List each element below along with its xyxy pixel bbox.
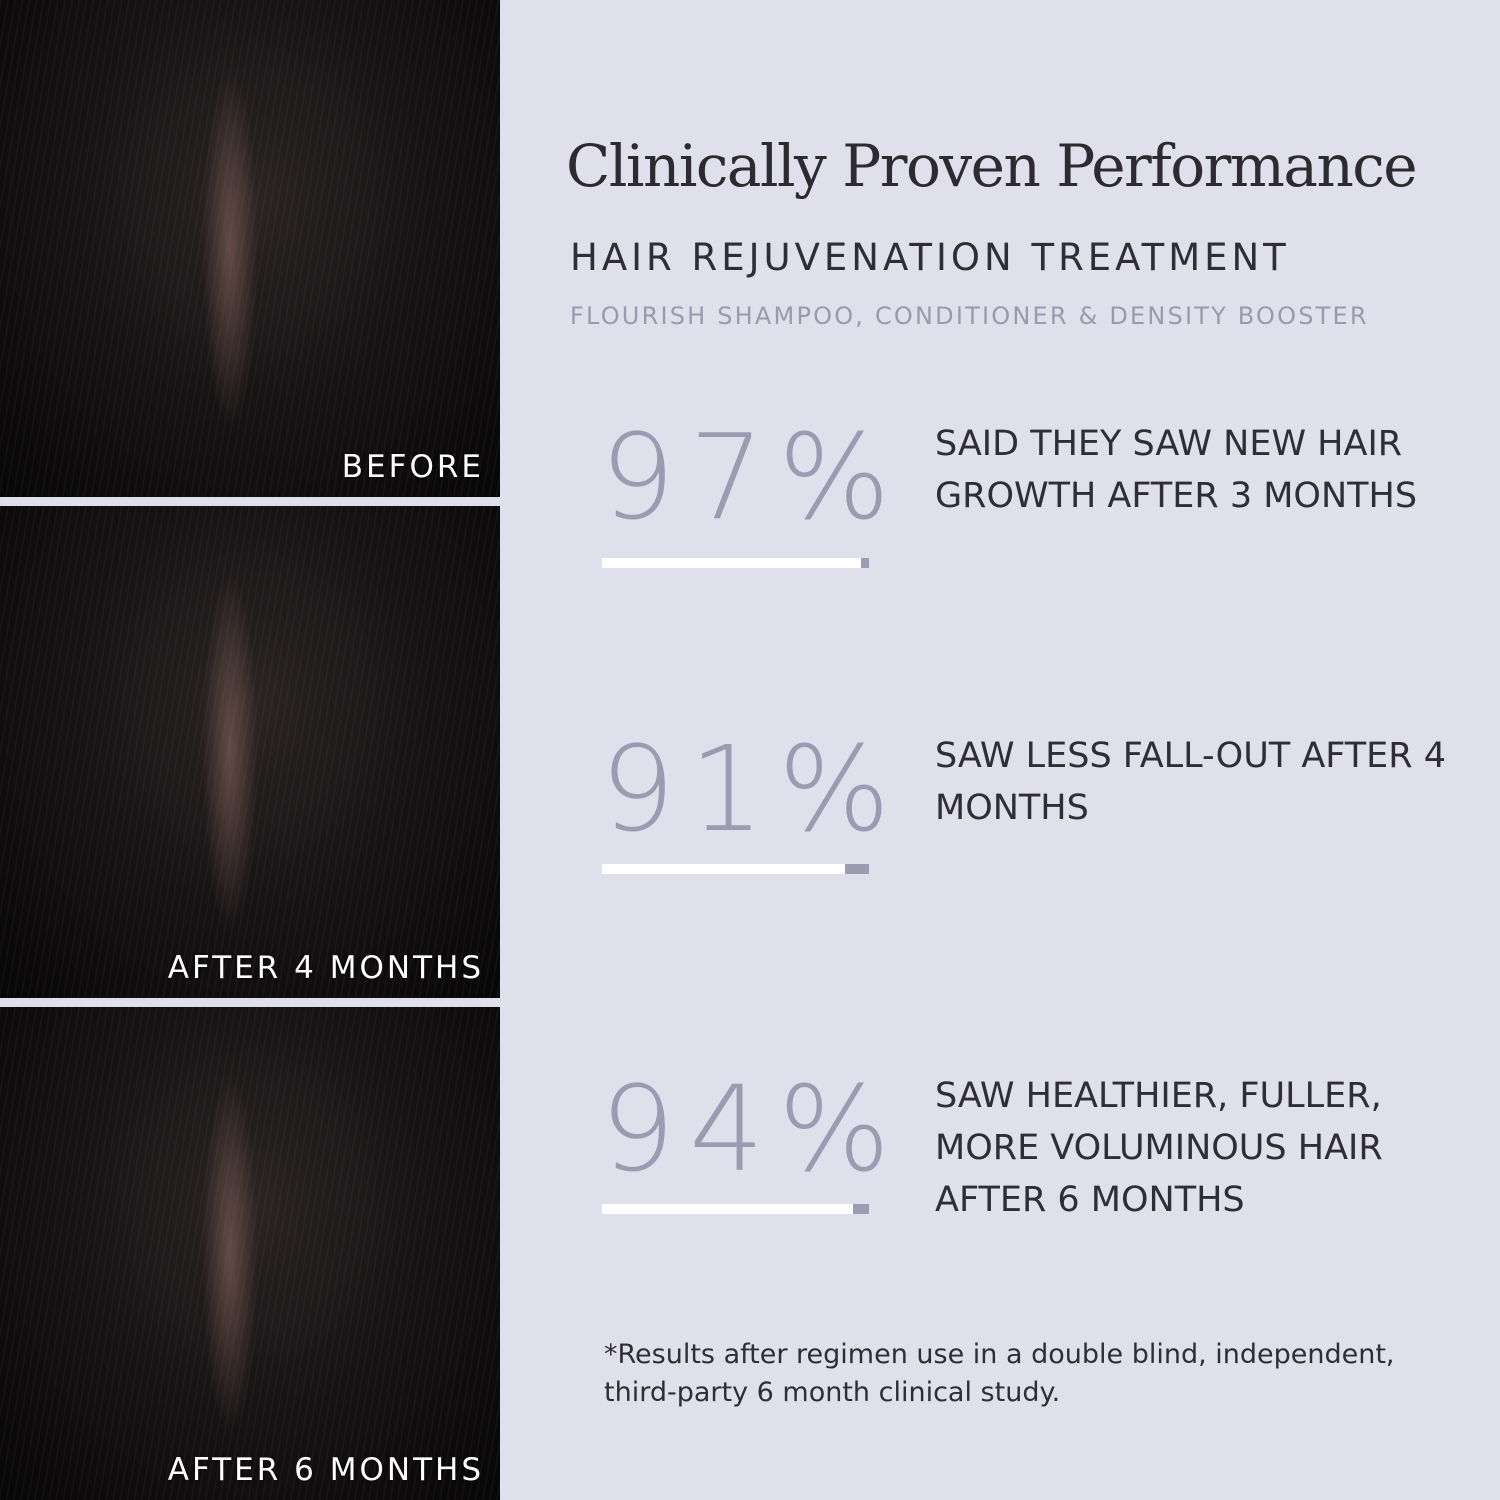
- photo-caption: AFTER 4 MONTHS: [167, 950, 484, 986]
- stat-bar: [602, 864, 869, 874]
- product-list: FLOURISH SHAMPOO, CONDITIONER & DENSITY …: [570, 302, 1369, 330]
- after-4-months-photo: AFTER 4 MONTHS: [0, 506, 500, 998]
- stat-description: SAW LESS FALL-OUT AFTER 4 MONTHS: [935, 736, 1446, 828]
- photo-caption: AFTER 6 MONTHS: [167, 1452, 484, 1488]
- stat-bar: [602, 1204, 869, 1214]
- after-6-months-photo: AFTER 6 MONTHS: [0, 1007, 500, 1500]
- stat-value: 97%: [600, 408, 905, 546]
- stat-bar-fill: [602, 1204, 853, 1214]
- page-title: Clinically Proven Performance: [566, 132, 1418, 200]
- stat-value: 91%: [600, 720, 905, 858]
- footnote: *Results after regimen use in a double b…: [604, 1339, 1395, 1408]
- stat-bar-fill: [602, 864, 845, 874]
- stat-value: 94%: [600, 1060, 905, 1198]
- stat-bar: [602, 558, 869, 568]
- before-photo: BEFORE: [0, 0, 500, 497]
- subtitle: HAIR REJUVENATION TREATMENT: [570, 236, 1290, 279]
- photo-caption: BEFORE: [341, 449, 484, 485]
- stat-bar-fill: [602, 558, 861, 568]
- stat-description: SAW HEALTHIER, FULLER, MORE VOLUMINOUS H…: [935, 1076, 1383, 1220]
- stat-description: SAID THEY SAW NEW HAIR GROWTH AFTER 3 MO…: [935, 424, 1418, 516]
